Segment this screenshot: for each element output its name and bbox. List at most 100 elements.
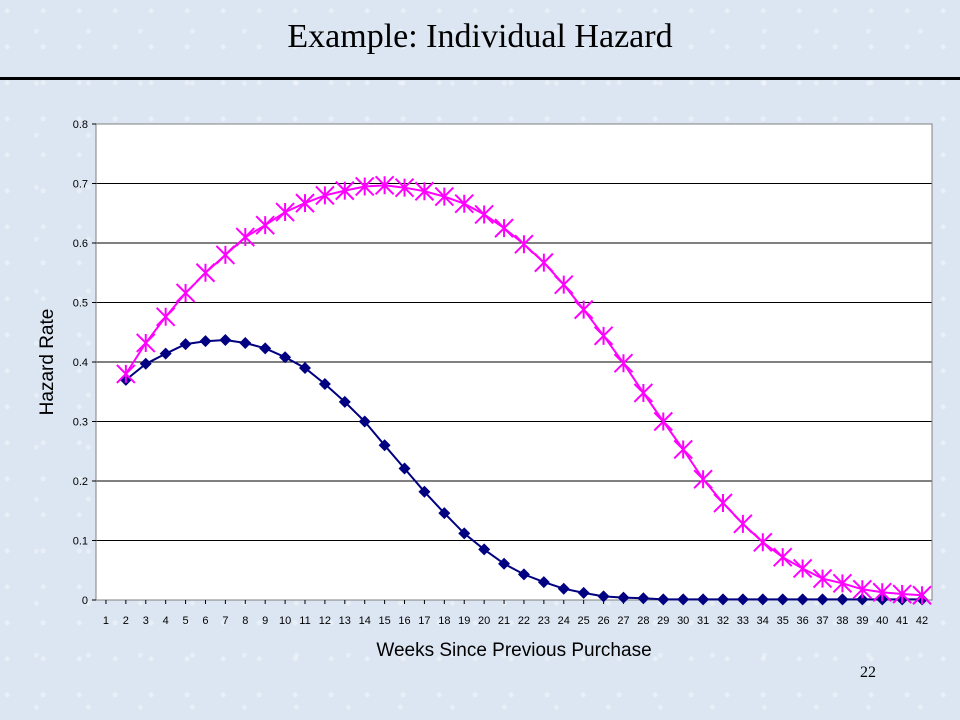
data-point <box>892 584 912 604</box>
data-point <box>792 558 813 579</box>
data-point <box>195 263 216 283</box>
x-tick-label: 9 <box>262 615 268 627</box>
x-tick-label: 29 <box>657 615 669 627</box>
data-point <box>155 307 176 327</box>
x-tick-label: 32 <box>717 615 729 627</box>
data-point <box>458 527 471 540</box>
x-tick-label: 28 <box>637 615 649 627</box>
y-axis-title: Hazard Rate <box>37 309 58 416</box>
x-tick-label: 8 <box>242 615 248 627</box>
data-point <box>374 175 395 195</box>
x-tick-label: 22 <box>518 615 530 627</box>
data-point <box>832 573 853 594</box>
slide-number: 22 <box>860 664 876 681</box>
data-point <box>239 336 252 349</box>
data-point <box>633 383 654 403</box>
data-point <box>577 586 590 599</box>
y-tick-label: 0 <box>82 595 88 607</box>
data-point <box>219 333 232 346</box>
data-point <box>593 326 614 346</box>
data-point <box>657 593 670 606</box>
y-tick-label: 0.7 <box>73 179 88 191</box>
data-point <box>653 411 673 432</box>
x-tick-label: 17 <box>418 615 430 627</box>
data-point <box>517 568 530 581</box>
slide-title: Example: Individual Hazard <box>287 18 673 55</box>
data-point <box>159 347 172 360</box>
x-tick-label: 16 <box>398 615 410 627</box>
series-layer <box>116 175 932 606</box>
data-point <box>498 557 511 570</box>
data-point <box>255 215 275 235</box>
data-point <box>335 180 355 201</box>
x-tick-label: 25 <box>578 615 590 627</box>
data-point <box>338 395 351 408</box>
data-point <box>573 299 594 320</box>
x-tick-label: 30 <box>677 615 689 627</box>
data-point <box>418 485 431 498</box>
x-tick-label: 40 <box>876 615 888 627</box>
data-point <box>235 227 255 247</box>
data-point <box>299 361 311 374</box>
x-tick-label: 13 <box>339 615 351 627</box>
x-tick-label: 14 <box>359 615 371 627</box>
x-tick-label: 39 <box>856 615 868 627</box>
data-point <box>355 176 375 197</box>
x-tick-label: 37 <box>816 615 828 627</box>
data-point <box>394 177 415 198</box>
data-point <box>912 585 932 605</box>
data-point <box>398 462 411 475</box>
x-tick-label: 19 <box>458 615 470 627</box>
data-point <box>537 576 550 589</box>
data-point <box>414 181 435 201</box>
x-tick-label: 21 <box>498 615 510 627</box>
data-point <box>773 547 793 567</box>
x-tick-label: 1 <box>103 615 109 627</box>
x-tick-label: 31 <box>697 615 709 627</box>
data-point <box>378 439 391 452</box>
data-point <box>199 335 212 348</box>
data-point <box>677 593 690 606</box>
data-point <box>852 579 873 599</box>
data-point <box>136 333 156 353</box>
x-tick-label: 42 <box>916 615 928 627</box>
data-point <box>318 378 331 391</box>
data-point <box>756 593 769 606</box>
data-point <box>474 204 494 225</box>
data-point <box>617 591 630 604</box>
y-tick-label: 0.3 <box>73 417 88 429</box>
data-point <box>534 252 554 273</box>
data-point <box>358 415 371 428</box>
data-point <box>514 234 534 254</box>
x-tick-label: 15 <box>378 615 390 627</box>
x-tick-label: 26 <box>597 615 609 627</box>
data-point <box>275 202 295 222</box>
x-tick-label: 7 <box>222 615 228 627</box>
x-tick-label: 36 <box>796 615 808 627</box>
x-axis-title: Weeks Since Previous Purchase <box>376 640 651 661</box>
x-tick-label: 6 <box>202 615 208 627</box>
data-point <box>812 568 833 589</box>
data-point <box>673 439 693 460</box>
x-tick-label: 27 <box>617 615 629 627</box>
y-tick-label: 0.4 <box>73 357 88 369</box>
data-point <box>279 351 292 364</box>
data-point <box>836 593 849 606</box>
series-1 <box>119 333 929 606</box>
x-tick-label: 2 <box>123 615 129 627</box>
data-point <box>613 353 634 373</box>
data-point <box>693 469 713 489</box>
x-tick-label: 10 <box>279 615 291 627</box>
data-point <box>554 274 574 295</box>
x-tick-label: 18 <box>438 615 450 627</box>
y-tick-label: 0.5 <box>73 298 88 310</box>
data-point <box>736 593 749 606</box>
x-tick-label: 24 <box>558 615 570 627</box>
data-point <box>494 218 514 238</box>
gridlines <box>96 123 932 601</box>
x-tick-label: 35 <box>777 615 789 627</box>
x-tick-label: 20 <box>478 615 490 627</box>
x-tick-label: 11 <box>299 615 310 627</box>
x-tick-label: 12 <box>319 615 331 627</box>
